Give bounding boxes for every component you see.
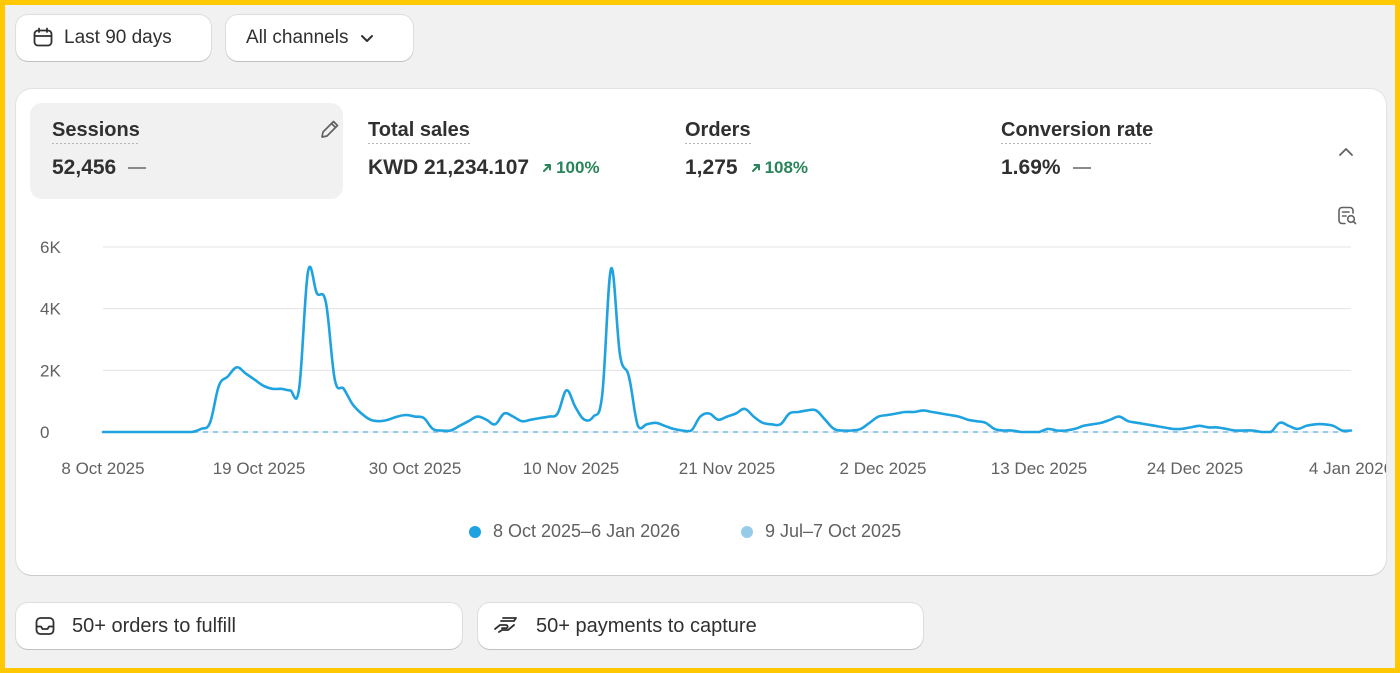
metric-label: Orders bbox=[685, 119, 751, 144]
series-line-current bbox=[101, 265, 1353, 434]
inbox-icon bbox=[35, 617, 55, 635]
arrow-up-right-icon bbox=[543, 164, 552, 172]
metric-conversion-rate[interactable]: Conversion rate 1.69% bbox=[979, 103, 1279, 199]
metrics-card: Sessions 52,456 Total sales KWD 21,234.1… bbox=[16, 89, 1386, 575]
payments-to-capture-button[interactable]: 50+ payments to capture bbox=[478, 603, 923, 649]
metric-label: Total sales bbox=[368, 119, 470, 144]
orders-to-fulfill-button[interactable]: 50+ orders to fulfill bbox=[16, 603, 462, 649]
x-tick-label: 4 Jan 2026 bbox=[1309, 459, 1386, 478]
metric-label: Conversion rate bbox=[1001, 119, 1154, 144]
x-tick-label: 10 Nov 2025 bbox=[523, 459, 619, 478]
hand-coins-icon bbox=[494, 617, 517, 633]
metric-value: 1.69% bbox=[1001, 156, 1061, 179]
chevron-down-icon bbox=[361, 35, 374, 42]
task-label: 50+ orders to fulfill bbox=[72, 614, 236, 637]
pencil-icon[interactable] bbox=[318, 117, 342, 141]
legend-current-period[interactable]: 8 Oct 2025–6 Jan 2026 bbox=[469, 521, 680, 542]
sessions-chart: 6K 4K 2K 0 8 Oct 2025 19 Oct 2025 30 Oct 2025 1… bbox=[40, 238, 1386, 478]
metric-orders[interactable]: Orders 1,275 108% bbox=[663, 103, 963, 199]
metric-sessions[interactable]: Sessions 52,456 bbox=[30, 103, 343, 199]
metric-value: KWD 21,234.107 bbox=[368, 156, 530, 179]
legend-label: 9 Jul–7 Oct 2025 bbox=[765, 521, 902, 541]
report-search-icon[interactable] bbox=[1336, 205, 1358, 227]
analytics-overview: Last 90 days All channels Sessions 52,45… bbox=[5, 5, 1395, 668]
change-badge: 100% bbox=[541, 158, 600, 178]
metric-value: 52,456 bbox=[52, 156, 117, 179]
date-range-label: Last 90 days bbox=[64, 27, 172, 48]
change-value: 108% bbox=[764, 158, 809, 177]
calendar-icon bbox=[33, 27, 53, 47]
x-tick-label: 30 Oct 2025 bbox=[369, 459, 462, 478]
metric-total-sales[interactable]: Total sales KWD 21,234.107 100% bbox=[346, 103, 646, 199]
x-tick-label: 13 Dec 2025 bbox=[991, 459, 1087, 478]
x-tick-label: 2 Dec 2025 bbox=[840, 459, 927, 478]
change-value: 100% bbox=[556, 158, 600, 177]
y-tick-label: 0 bbox=[40, 423, 49, 442]
y-tick-label: 4K bbox=[40, 300, 61, 319]
y-tick-label: 6K bbox=[40, 238, 61, 257]
channel-select-button[interactable]: All channels bbox=[226, 15, 413, 61]
legend-previous-period[interactable]: 9 Jul–7 Oct 2025 bbox=[741, 521, 901, 542]
chevron-up-icon[interactable] bbox=[1335, 141, 1357, 163]
arrow-up-right-icon bbox=[751, 164, 760, 172]
metric-value: 1,275 bbox=[685, 156, 738, 179]
task-label: 50+ payments to capture bbox=[536, 614, 757, 637]
x-tick-label: 19 Oct 2025 bbox=[213, 459, 306, 478]
legend-swatch bbox=[469, 525, 481, 538]
y-tick-label: 2K bbox=[40, 361, 61, 380]
no-change-dash bbox=[1072, 167, 1091, 169]
x-tick-label: 24 Dec 2025 bbox=[1147, 459, 1243, 478]
channel-label: All channels bbox=[246, 27, 349, 48]
legend-label: 8 Oct 2025–6 Jan 2026 bbox=[493, 521, 681, 541]
x-tick-label: 8 Oct 2025 bbox=[61, 459, 144, 478]
date-range-button[interactable]: Last 90 days bbox=[16, 15, 211, 61]
legend-swatch bbox=[741, 525, 753, 538]
x-tick-label: 21 Nov 2025 bbox=[679, 459, 775, 478]
metric-label: Sessions bbox=[52, 119, 140, 144]
no-change-dash bbox=[128, 167, 147, 169]
change-badge: 108% bbox=[750, 158, 808, 178]
